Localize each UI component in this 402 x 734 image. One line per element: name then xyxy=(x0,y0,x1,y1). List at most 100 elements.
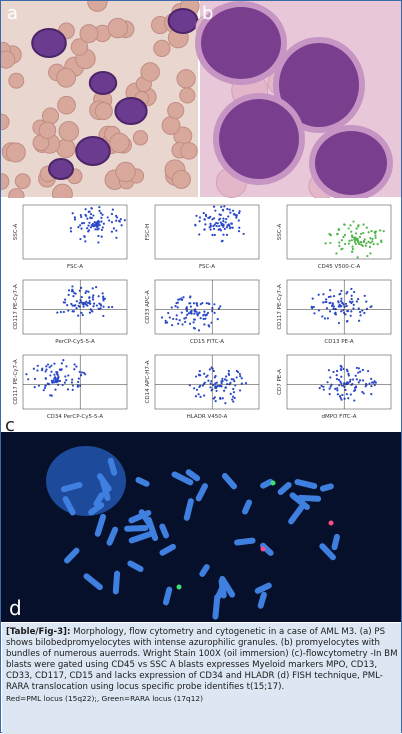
axis-label: CD13 PE-A xyxy=(324,339,353,345)
chromosome xyxy=(88,502,105,516)
red-cell xyxy=(58,120,80,142)
event xyxy=(192,302,196,305)
event xyxy=(318,387,321,390)
event xyxy=(202,211,205,215)
event xyxy=(354,242,357,245)
event xyxy=(220,381,223,385)
event xyxy=(349,224,352,227)
event xyxy=(87,210,90,213)
event xyxy=(353,290,356,294)
event xyxy=(197,393,200,396)
event xyxy=(321,315,324,318)
event xyxy=(363,294,366,297)
event xyxy=(379,229,382,232)
event xyxy=(98,221,101,224)
event xyxy=(198,220,201,223)
event xyxy=(349,393,352,396)
event xyxy=(363,238,366,241)
event xyxy=(93,221,96,224)
event xyxy=(330,304,334,308)
event xyxy=(88,302,92,305)
event xyxy=(348,300,352,303)
event xyxy=(355,227,358,230)
event xyxy=(71,384,75,387)
event xyxy=(75,306,78,310)
event xyxy=(348,380,352,383)
chromosome xyxy=(242,499,253,515)
event xyxy=(88,296,91,299)
event xyxy=(87,224,90,227)
event xyxy=(341,393,344,397)
event xyxy=(71,212,74,215)
event xyxy=(76,383,79,387)
event xyxy=(63,301,67,304)
event xyxy=(64,298,67,301)
event xyxy=(66,388,70,391)
red-cell xyxy=(79,24,99,44)
event xyxy=(100,216,103,220)
event xyxy=(214,386,217,389)
event xyxy=(198,216,202,219)
axis-label: CD34 PerCP-Cy5-5-A xyxy=(47,414,104,420)
red-cell xyxy=(0,173,10,190)
axis-label: SSC-A xyxy=(13,224,19,241)
event xyxy=(185,306,188,309)
event xyxy=(231,395,235,398)
event xyxy=(322,293,325,296)
axis-label: FSC-A xyxy=(67,264,83,270)
event xyxy=(228,224,231,227)
event xyxy=(80,311,83,315)
event xyxy=(329,385,332,388)
event xyxy=(367,369,370,373)
event xyxy=(235,376,238,379)
event xyxy=(102,314,105,318)
event xyxy=(356,256,359,259)
red-cell xyxy=(161,116,181,135)
probe-signal xyxy=(176,584,182,590)
flow-plots: FSC-A SSC-A FSC-A FSC-H CD45 V500-C-A SSC-A Pe… xyxy=(13,204,392,420)
event xyxy=(324,300,327,304)
event xyxy=(216,318,219,321)
event xyxy=(335,374,338,377)
event xyxy=(328,233,331,236)
panel-label: a xyxy=(7,3,18,24)
event xyxy=(340,299,343,303)
event xyxy=(202,317,205,321)
event xyxy=(44,384,47,387)
event xyxy=(45,365,48,368)
event xyxy=(338,244,341,248)
event xyxy=(61,383,64,387)
event xyxy=(110,230,113,233)
event xyxy=(336,393,339,396)
event xyxy=(198,385,201,389)
event xyxy=(160,316,164,319)
red-cell xyxy=(87,0,108,12)
red-cell xyxy=(94,102,113,121)
event xyxy=(60,362,63,365)
event xyxy=(215,221,218,225)
event xyxy=(177,322,180,325)
chromosome xyxy=(106,526,119,546)
event xyxy=(365,307,369,310)
event xyxy=(220,223,223,226)
event xyxy=(83,235,86,239)
probe-signal xyxy=(328,520,334,526)
event xyxy=(225,226,229,229)
event xyxy=(66,304,69,307)
event xyxy=(329,376,332,379)
event xyxy=(224,402,227,405)
event xyxy=(201,384,205,387)
event xyxy=(222,217,225,220)
event xyxy=(50,364,53,367)
event xyxy=(86,304,89,307)
event xyxy=(344,302,348,305)
event xyxy=(213,396,216,399)
event xyxy=(371,237,374,241)
event xyxy=(340,248,343,251)
event xyxy=(189,295,192,298)
event xyxy=(329,295,332,298)
event xyxy=(111,305,114,309)
event xyxy=(44,370,47,373)
blast-cell xyxy=(31,28,67,58)
chromosome xyxy=(183,498,194,521)
